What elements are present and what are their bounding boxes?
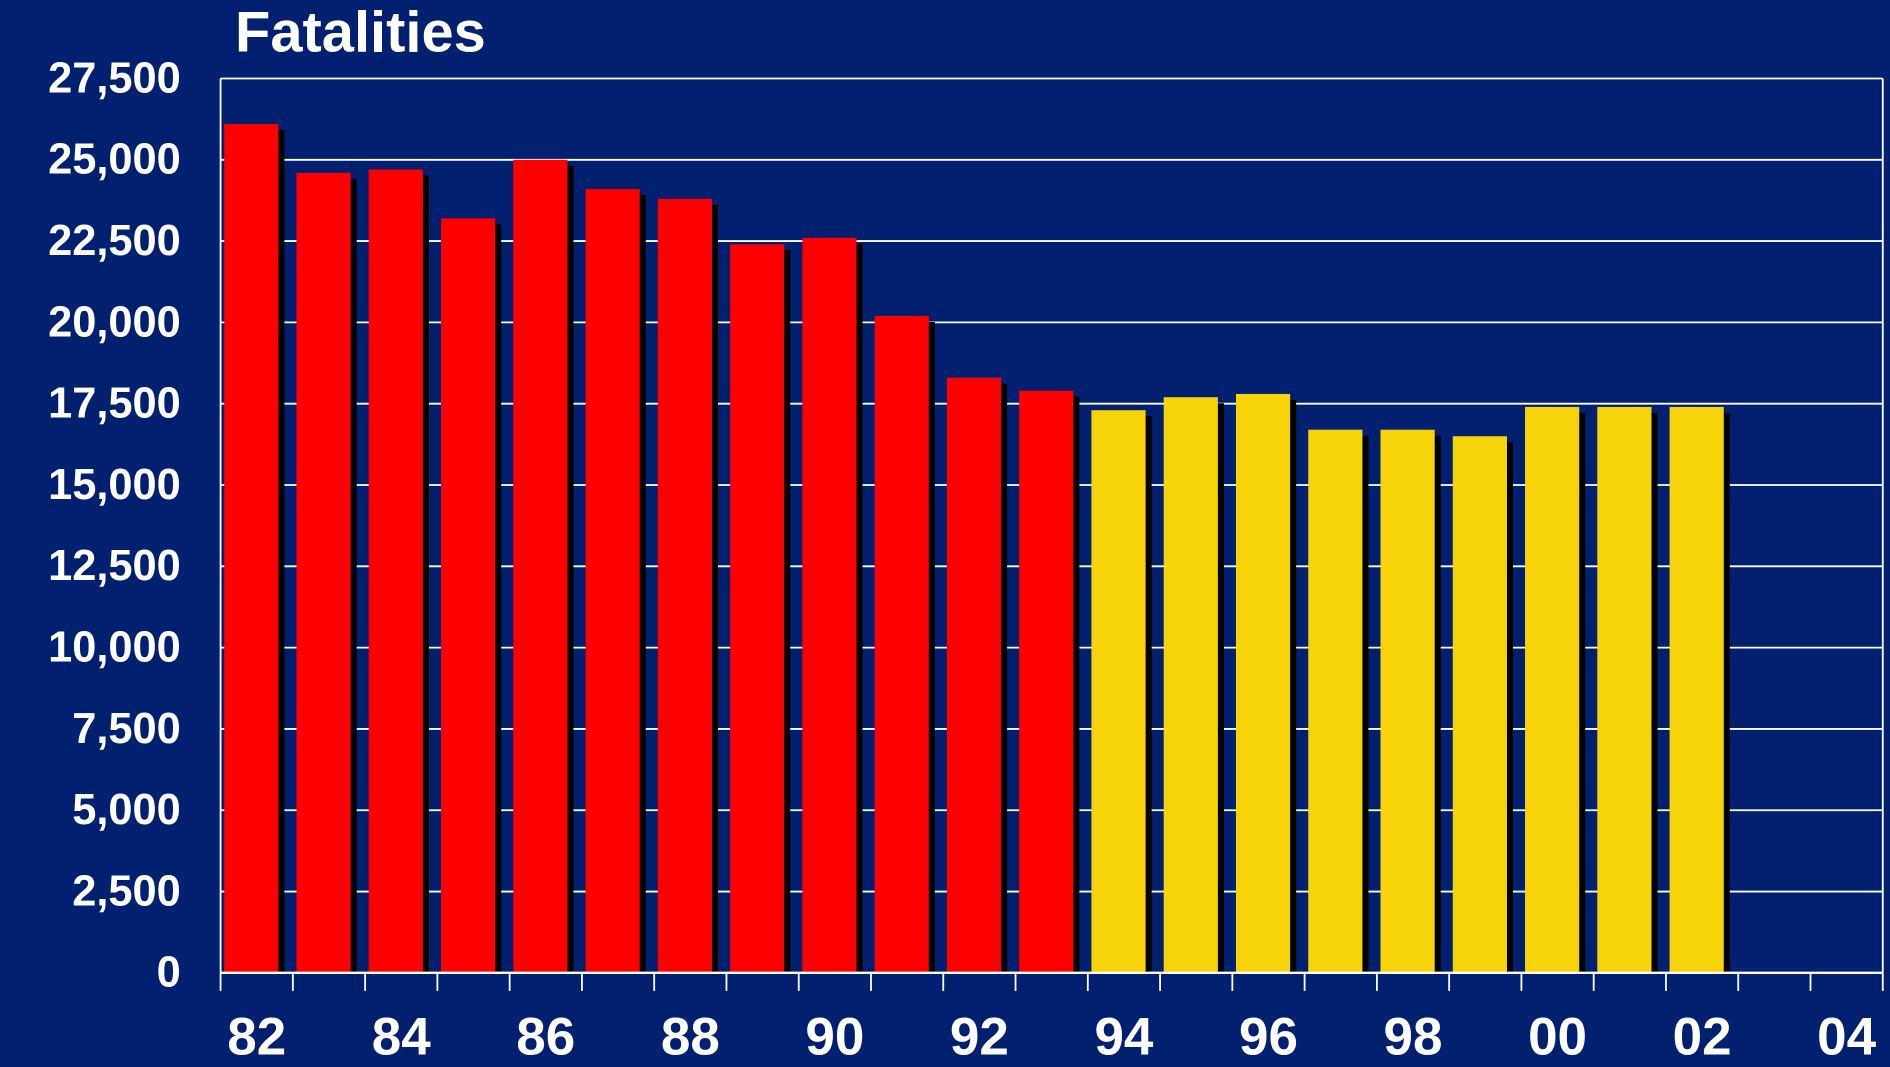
bar (1308, 429, 1363, 973)
y-tick-label: 27,500 (48, 54, 181, 102)
y-tick-label: 22,500 (48, 217, 181, 265)
y-tick-label: 17,500 (48, 380, 181, 428)
bar (1163, 397, 1218, 973)
bar (1380, 429, 1435, 973)
bar (1091, 410, 1146, 973)
bar (1452, 436, 1507, 973)
x-tick-label: 00 (1528, 1007, 1587, 1066)
x-tick-label: 82 (227, 1007, 286, 1066)
bar (874, 315, 929, 973)
x-tick-label: 86 (516, 1007, 575, 1066)
x-tick-label: 98 (1384, 1007, 1443, 1066)
x-tick-label: 88 (661, 1007, 720, 1066)
y-tick-label: 2,500 (72, 867, 181, 915)
bar (1597, 406, 1652, 973)
bar (946, 377, 1002, 973)
bar (585, 189, 640, 973)
y-tick-label: 0 (157, 949, 181, 997)
bar (441, 218, 496, 973)
bar (730, 244, 785, 973)
y-tick-label: 15,000 (48, 461, 181, 509)
bar (368, 169, 423, 973)
bar (657, 198, 712, 973)
y-tick-label: 20,000 (48, 298, 181, 346)
x-tick-label: 90 (805, 1007, 864, 1066)
bar (296, 172, 351, 973)
x-tick-label: 84 (372, 1007, 431, 1066)
bar (1019, 390, 1074, 973)
y-tick-label: 7,500 (72, 705, 181, 753)
x-tick-label: 92 (950, 1007, 1009, 1066)
bar (1235, 393, 1291, 973)
y-tick-label: 25,000 (48, 136, 181, 184)
y-tick-label: 12,500 (48, 542, 181, 590)
x-tick-label: 96 (1239, 1007, 1298, 1066)
x-tick-label: 04 (1817, 1007, 1876, 1066)
bar (224, 124, 279, 973)
bar (802, 237, 857, 973)
y-tick-label: 5,000 (72, 786, 181, 834)
y-tick-label: 10,000 (48, 624, 181, 672)
chart-title: Fatalities (235, 1, 486, 65)
bar (513, 159, 568, 973)
bar (1525, 406, 1580, 973)
bar (1669, 406, 1724, 973)
x-tick-label: 94 (1094, 1007, 1153, 1066)
x-tick-label: 02 (1673, 1007, 1732, 1066)
